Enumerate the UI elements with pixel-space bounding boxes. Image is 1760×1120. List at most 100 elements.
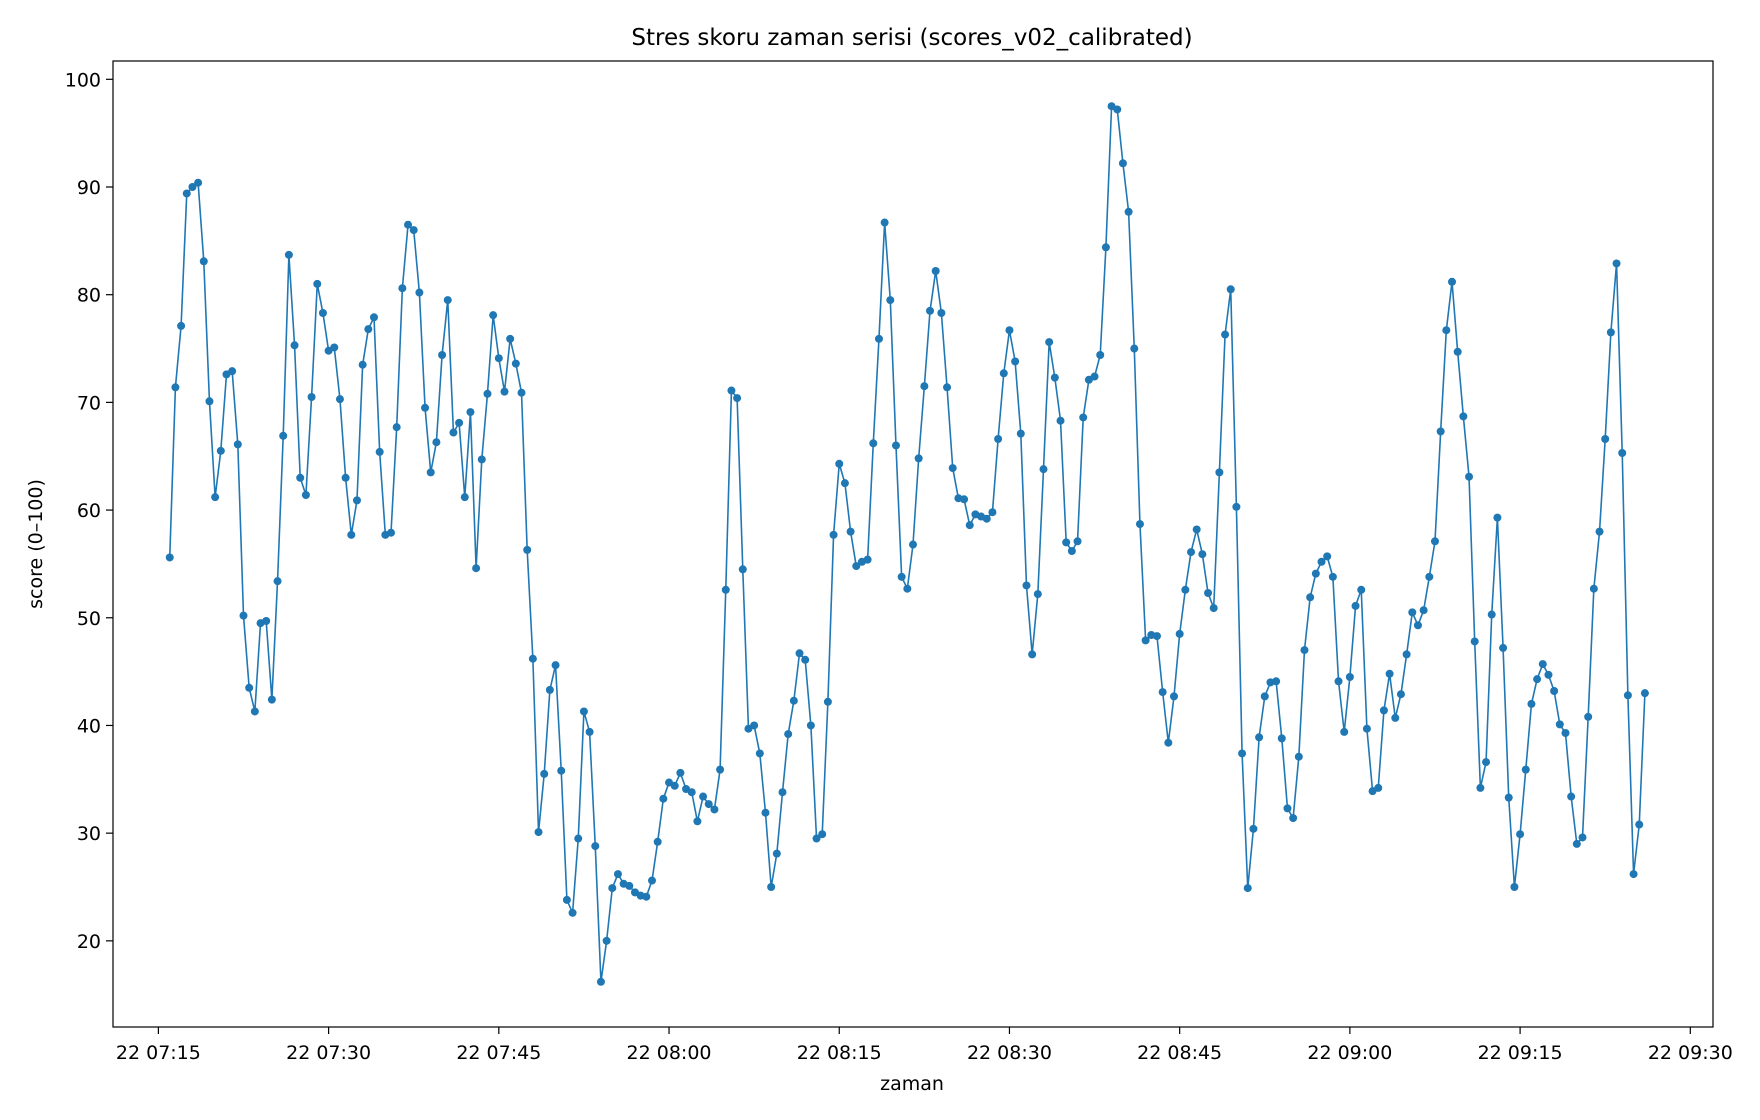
data-point xyxy=(1572,839,1581,848)
data-point xyxy=(432,438,441,447)
x-axis-ticks: 22 07:15 22 07:30 22 07:45 22 08:00 22 08:15… xyxy=(116,1027,1733,1064)
data-point xyxy=(710,805,719,814)
data-point xyxy=(716,765,725,774)
data-point xyxy=(1311,569,1320,578)
data-point xyxy=(1118,159,1127,168)
data-point xyxy=(1345,673,1354,681)
data-point xyxy=(1544,670,1553,679)
data-point xyxy=(988,508,997,517)
y-tick-label: 60 xyxy=(77,500,101,522)
data-point xyxy=(205,397,214,406)
data-point xyxy=(721,585,730,594)
data-point xyxy=(1016,429,1025,438)
x-tick-label: 22 09:15 xyxy=(1478,1042,1563,1064)
data-point xyxy=(387,528,396,537)
data-point xyxy=(1442,326,1451,335)
data-point xyxy=(755,749,764,758)
data-point xyxy=(369,313,378,322)
data-point xyxy=(994,435,1003,443)
data-point xyxy=(1317,557,1326,566)
data-point xyxy=(1141,636,1150,645)
data-point xyxy=(1595,527,1604,536)
data-point xyxy=(1385,669,1394,678)
data-point xyxy=(704,800,713,809)
data-point xyxy=(846,527,855,536)
data-point xyxy=(909,540,917,549)
data-point xyxy=(1101,243,1110,252)
data-point xyxy=(1555,720,1564,729)
data-point xyxy=(733,394,742,403)
data-point xyxy=(1050,373,1059,382)
data-point xyxy=(1158,688,1167,697)
data-point xyxy=(943,383,952,392)
x-tick-label: 22 09:30 xyxy=(1648,1042,1733,1064)
data-point xyxy=(1396,690,1405,699)
data-point xyxy=(812,834,821,843)
data-point xyxy=(1130,344,1139,353)
data-point xyxy=(421,403,430,412)
data-point xyxy=(1635,820,1644,829)
y-tick-label: 100 xyxy=(65,69,101,91)
data-point xyxy=(1039,465,1048,474)
data-point xyxy=(267,695,276,704)
data-point xyxy=(1260,692,1269,701)
y-tick-label: 80 xyxy=(77,285,101,307)
data-point xyxy=(1283,804,1292,813)
data-point xyxy=(1533,675,1542,684)
data-point xyxy=(1623,691,1632,700)
data-point xyxy=(1476,783,1485,792)
data-point xyxy=(1169,692,1178,701)
data-point xyxy=(1374,783,1383,792)
data-point xyxy=(557,766,566,775)
data-point xyxy=(1612,259,1621,268)
data-point xyxy=(903,584,912,593)
data-point xyxy=(568,908,577,917)
data-point xyxy=(1135,520,1144,529)
data-point xyxy=(171,383,180,392)
y-tick-label: 70 xyxy=(77,392,101,414)
data-point xyxy=(1056,416,1065,425)
data-point xyxy=(284,250,293,259)
data-point xyxy=(455,418,464,427)
data-point xyxy=(415,288,424,297)
data-point xyxy=(540,769,549,778)
data-point xyxy=(1561,729,1570,737)
y-tick-label: 50 xyxy=(77,608,101,630)
data-point xyxy=(358,360,367,369)
data-point xyxy=(818,830,827,839)
data-point xyxy=(897,572,906,581)
x-tick-label: 22 07:15 xyxy=(116,1042,201,1064)
data-point xyxy=(591,842,600,851)
data-point xyxy=(596,977,605,986)
data-point xyxy=(534,828,543,837)
data-point xyxy=(914,454,923,463)
data-point xyxy=(948,464,957,473)
data-point xyxy=(364,325,373,334)
data-point xyxy=(1033,590,1042,599)
data-point xyxy=(886,296,895,305)
data-point xyxy=(869,439,878,448)
data-point xyxy=(795,649,804,658)
data-point xyxy=(262,617,271,625)
data-point xyxy=(1204,589,1213,597)
data-point xyxy=(1067,547,1076,555)
data-point xyxy=(500,387,509,396)
data-point xyxy=(177,321,186,330)
data-point xyxy=(233,440,242,449)
data-point xyxy=(1510,883,1519,891)
data-point xyxy=(1152,632,1161,641)
data-point xyxy=(182,189,191,198)
data-point xyxy=(318,309,327,317)
data-point xyxy=(1357,585,1366,594)
data-point xyxy=(477,455,486,464)
data-point xyxy=(188,183,197,191)
data-point xyxy=(409,226,418,235)
y-tick-label: 20 xyxy=(77,931,101,953)
data-point xyxy=(1073,537,1082,546)
data-point xyxy=(301,491,310,499)
data-point xyxy=(1453,347,1462,356)
data-point xyxy=(1487,610,1496,619)
data-point xyxy=(494,354,503,363)
data-point xyxy=(1419,606,1428,615)
